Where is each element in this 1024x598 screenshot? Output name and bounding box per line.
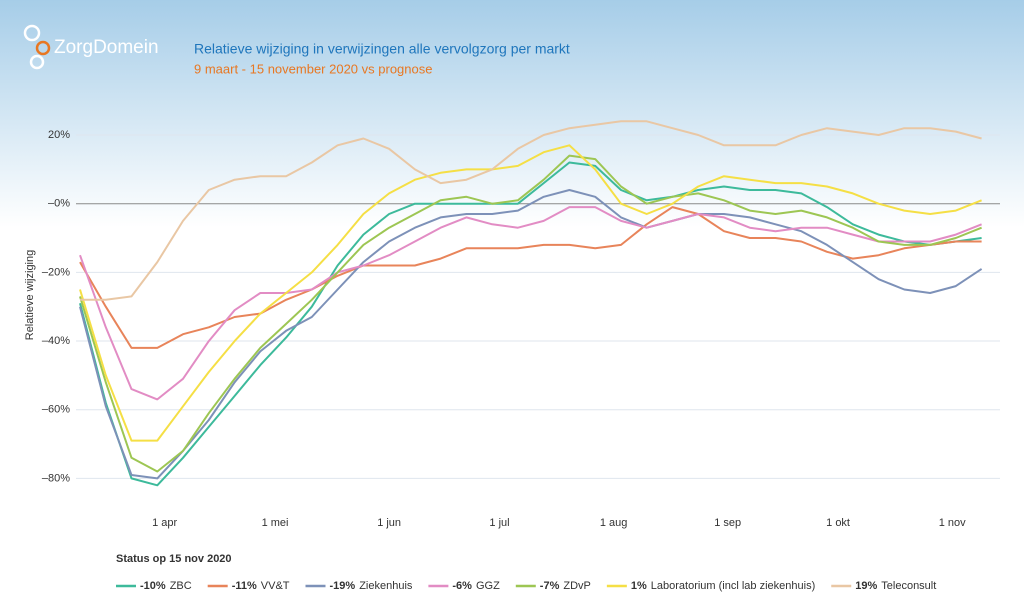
x-tick-label: 1 aug xyxy=(600,517,628,529)
y-tick-label: –40% xyxy=(42,335,70,347)
legend-label: ZDvP xyxy=(563,580,591,592)
series-line xyxy=(79,206,982,401)
y-tick-label: 20% xyxy=(48,129,70,141)
logo-icon xyxy=(23,24,51,70)
legend-label: Laboratorium (incl lab ziekenhuis) xyxy=(651,580,815,592)
legend-change: -11% xyxy=(232,580,257,592)
x-tick-label: 1 okt xyxy=(826,517,850,529)
legend-change: -10% xyxy=(140,580,166,592)
x-tick-label: 1 jun xyxy=(377,517,401,529)
y-tick-label: –20% xyxy=(42,266,70,278)
legend-change: -6% xyxy=(452,580,472,592)
legend-change: -19% xyxy=(330,580,356,592)
y-axis-label: Relatieve wijziging xyxy=(24,250,36,341)
series-line xyxy=(80,120,982,301)
x-tick-label: 1 jul xyxy=(489,517,509,529)
series-line xyxy=(79,161,982,487)
legend-label: VV&T xyxy=(261,580,290,592)
legend-label: GGZ xyxy=(476,580,500,592)
series-line xyxy=(79,154,982,473)
legend-change: -7% xyxy=(540,580,560,592)
x-tick-label: 1 sep xyxy=(714,517,741,529)
legend-title: Status op 15 nov 2020 xyxy=(116,553,232,565)
legend-change: 19% xyxy=(855,580,877,592)
x-tick-label: 1 nov xyxy=(939,517,966,529)
y-tick-label: –80% xyxy=(42,472,70,484)
x-tick-label: 1 mei xyxy=(262,517,289,529)
chart-subtitle: 9 maart - 15 november 2020 vs prognose xyxy=(194,61,432,76)
legend-label: ZBC xyxy=(170,580,192,592)
legend-change: 1% xyxy=(631,580,647,592)
series-line xyxy=(79,189,983,480)
legend-label: Teleconsult xyxy=(881,580,936,592)
series-line xyxy=(79,144,982,442)
legend-label: Ziekenhuis xyxy=(359,580,413,592)
x-tick-label: 1 apr xyxy=(152,517,177,529)
logo: ZorgDomein xyxy=(54,37,159,58)
y-tick-label: –0% xyxy=(48,198,70,210)
y-tick-label: –60% xyxy=(42,404,70,416)
series-line xyxy=(79,206,982,349)
chart-title: Relatieve wijziging in verwijzingen alle… xyxy=(194,41,570,57)
